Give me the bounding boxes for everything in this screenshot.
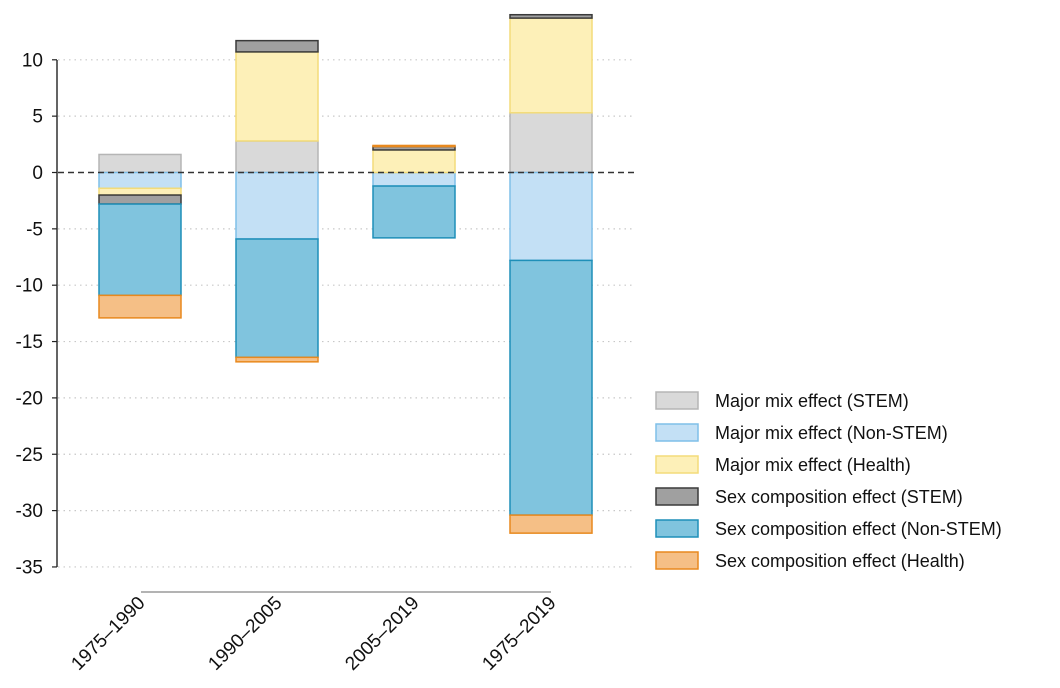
legend-label: Major mix effect (Health) [715, 455, 911, 475]
y-tick-label: 5 [32, 107, 43, 128]
x-tick-label: 1990–2005 [204, 593, 286, 675]
legend-swatch [655, 551, 699, 570]
bar-segment [372, 149, 456, 174]
y-tick-label: 10 [22, 50, 43, 71]
bars [98, 13, 593, 534]
legend-label: Major mix effect (Non-STEM) [715, 423, 948, 443]
y-tick-label: -10 [16, 276, 43, 297]
legend-label: Sex composition effect (Health) [715, 551, 965, 571]
x-tick-label: 1975–1990 [67, 593, 149, 675]
bar-segment [509, 112, 593, 174]
bar-segment [372, 144, 456, 148]
bar-segment [235, 39, 319, 53]
bar-segment [98, 187, 182, 196]
legend-swatch [655, 519, 699, 538]
bar-segment [98, 203, 182, 297]
y-tick-label: -15 [16, 332, 43, 353]
y-tick-label: -35 [16, 557, 43, 578]
legend-label: Major mix effect (STEM) [715, 391, 909, 411]
bar-segment [235, 171, 319, 240]
legend-label: Sex composition effect (STEM) [715, 487, 963, 507]
legend-swatch [655, 391, 699, 410]
bar-segment [509, 259, 593, 516]
bar-segment [98, 171, 182, 190]
bar-segment [98, 153, 182, 174]
bar-segment [372, 185, 456, 239]
y-tick-label: 0 [32, 163, 43, 184]
bar-segment [98, 294, 182, 319]
bar-segment [235, 238, 319, 359]
bar-segment [509, 171, 593, 262]
legend-label: Sex composition effect (Non-STEM) [715, 519, 1002, 539]
bar-segment [235, 51, 319, 142]
legend-swatch [655, 455, 699, 474]
bar-segment [98, 194, 182, 205]
bar-segment [235, 140, 319, 174]
bar-segment [235, 356, 319, 363]
bar-segment [509, 514, 593, 534]
legend-swatch [655, 487, 699, 506]
bar-segment [372, 171, 456, 187]
legend-swatch [655, 423, 699, 442]
y-tick-label: -20 [16, 388, 43, 409]
x-tick-label: 2005–2019 [341, 593, 423, 675]
bar-segment [509, 13, 593, 19]
y-tick-label: -25 [16, 445, 43, 466]
x-tick-label: 1975–2019 [478, 593, 560, 675]
legend: Major mix effect (STEM) Major mix effect … [655, 391, 1002, 571]
bar-segment [509, 17, 593, 114]
y-tick-label: -5 [26, 219, 43, 240]
y-tick-label: -30 [16, 501, 43, 522]
